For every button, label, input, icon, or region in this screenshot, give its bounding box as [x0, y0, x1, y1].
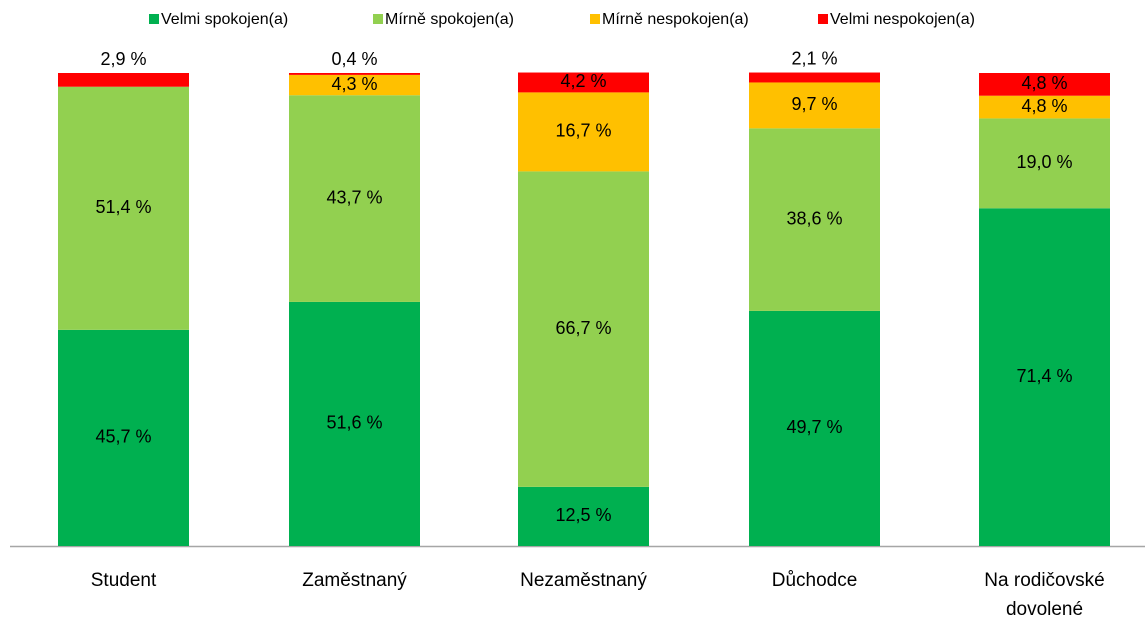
- value-label: 19,0 %: [1016, 152, 1072, 172]
- value-label: 2,1 %: [791, 48, 837, 68]
- legend-label: Mírně nespokojen(a): [602, 11, 749, 28]
- value-label: 51,6 %: [326, 413, 382, 433]
- value-label: 2,9 %: [100, 49, 146, 69]
- value-label: 66,7 %: [555, 318, 611, 338]
- value-label: 9,7 %: [791, 94, 837, 114]
- legend-label: Velmi spokojen(a): [161, 11, 288, 28]
- value-label: 4,8 %: [1021, 96, 1067, 116]
- x-tick-label: Na rodičovské dovolené: [984, 570, 1105, 620]
- bar-segment: [518, 72, 649, 93]
- bar-segment: [289, 95, 420, 302]
- bar-segment: [518, 486, 649, 546]
- bar-segment: [58, 73, 189, 87]
- bar-segment: [289, 74, 420, 96]
- value-label: 38,6 %: [786, 208, 842, 228]
- bar-segment: [749, 72, 880, 83]
- bar-segment: [749, 82, 880, 129]
- bar-segment: [58, 329, 189, 546]
- legend-swatch: [149, 14, 159, 24]
- legend-swatch: [590, 14, 600, 24]
- value-label: 4,2 %: [560, 71, 606, 91]
- value-label: 43,7 %: [326, 187, 382, 207]
- bar-segment: [979, 95, 1110, 119]
- bar-segment: [58, 86, 189, 330]
- value-label: 49,7 %: [786, 417, 842, 437]
- value-label: 12,5 %: [555, 505, 611, 525]
- x-tick-label: Zaměstnaný: [302, 570, 407, 591]
- value-label: 51,4 %: [95, 197, 151, 217]
- legend-swatch: [818, 14, 828, 24]
- bar-segment: [979, 208, 1110, 546]
- bar-segment: [749, 310, 880, 546]
- value-label: 16,7 %: [555, 121, 611, 141]
- value-label: 45,7 %: [95, 427, 151, 447]
- value-label: 0,4 %: [331, 49, 377, 69]
- value-label: 4,3 %: [331, 74, 377, 94]
- legend-swatch: [373, 14, 383, 24]
- bar-segment: [518, 92, 649, 172]
- bar-segment: [518, 171, 649, 487]
- x-tick-label: Student: [90, 570, 157, 591]
- x-tick-label: Nezaměstnaný: [520, 570, 647, 591]
- value-label: 4,8 %: [1021, 73, 1067, 93]
- legend-label: Velmi nespokojen(a): [830, 11, 975, 28]
- bar-segment: [289, 301, 420, 546]
- legend-label: Mírně spokojen(a): [385, 11, 514, 28]
- x-tick-label: Důchodce: [771, 570, 858, 591]
- bar-segment: [289, 73, 420, 75]
- value-label: 71,4 %: [1016, 366, 1072, 386]
- bar-segment: [979, 73, 1110, 96]
- bar-segment: [749, 128, 880, 311]
- bar-segment: [979, 118, 1110, 209]
